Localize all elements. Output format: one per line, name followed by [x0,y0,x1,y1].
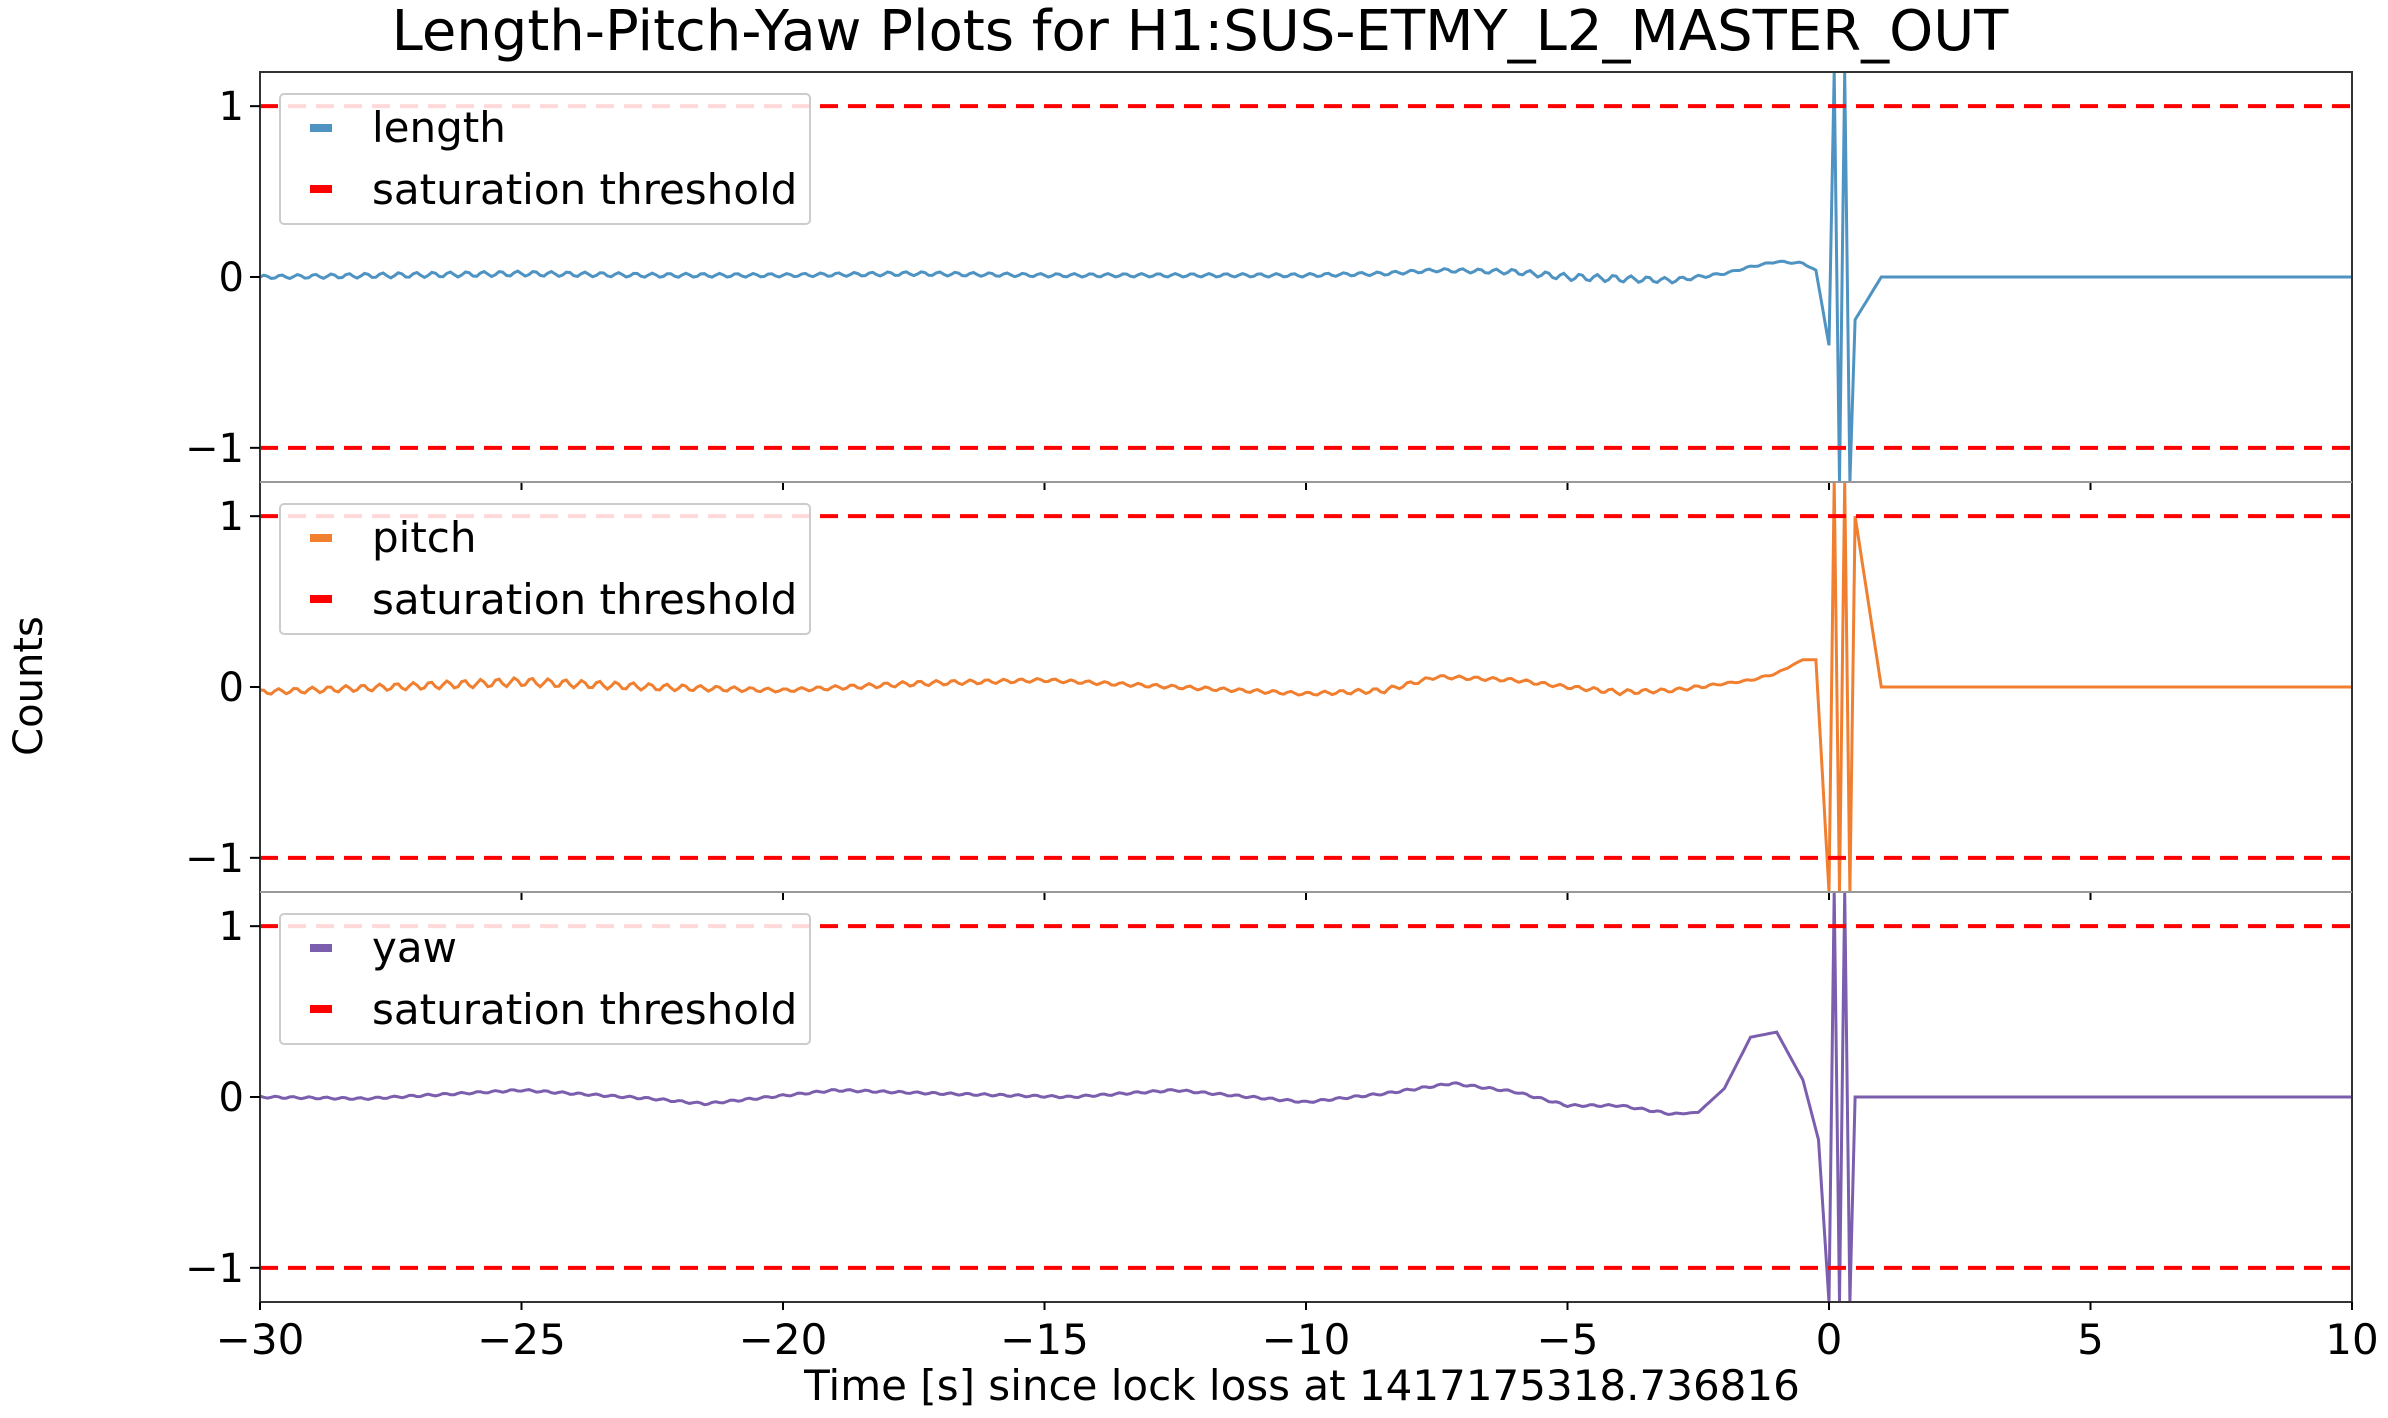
y-tick-label: −1 [185,836,244,882]
x-tick-label: 0 [1816,1315,1843,1364]
x-axis-label: Time [s] since lock loss at 1417175318.7… [803,1361,1800,1410]
legend-label-yaw: yaw [372,923,457,972]
x-tick-label: −20 [739,1315,828,1364]
legend-label-threshold: saturation threshold [372,575,797,624]
x-tick-label: −5 [1537,1315,1599,1364]
x-tick-label: −30 [216,1315,305,1364]
y-tick-label: 1 [219,904,244,950]
legend-label-length: length [372,103,506,152]
y-tick-label: −1 [185,1246,244,1292]
series-line-pitch [260,482,2352,892]
y-tick-label: −1 [185,426,244,472]
y-tick-label: 1 [219,494,244,540]
legend-box [279,913,811,1045]
y-axis-label: Counts [6,616,52,756]
panel-pitch: −1 0 1 pitch saturation threshold [185,481,2353,900]
x-tick-label: −25 [477,1315,566,1364]
legend-label-threshold: saturation threshold [372,165,797,214]
legend-box [279,503,811,635]
y-tick-label: 0 [219,1075,244,1121]
x-tick-label: −10 [1262,1315,1351,1364]
y-tick-label: 0 [219,665,244,711]
legend-label-pitch: pitch [372,513,477,562]
series-line-length [260,72,2352,482]
panel-length: −1 0 1 length saturation threshold [185,71,2353,490]
chart-title: Length-Pitch-Yaw Plots for H1:SUS-ETMY_L… [392,0,2010,64]
legend-box [279,93,811,225]
x-tick-label: 10 [2325,1315,2378,1364]
panel-yaw: −1 0 1 yaw saturation threshold [185,891,2353,1310]
y-tick-label: 1 [219,84,244,130]
series-line-yaw [260,892,2352,1302]
x-tick-label: 5 [2077,1315,2104,1364]
x-tick-label: −15 [1000,1315,1089,1364]
y-tick-label: 0 [219,255,244,301]
legend-label-threshold: saturation threshold [372,985,797,1034]
